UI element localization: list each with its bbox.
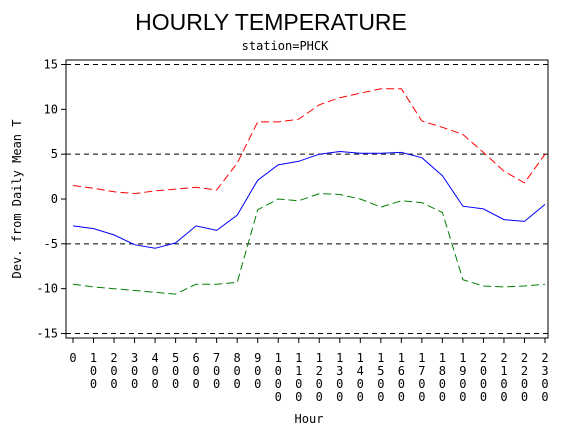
- y-axis-label: Dev. from Daily Mean T: [10, 120, 24, 279]
- series-line-1: [72, 88, 546, 195]
- y-tick-label: 5: [51, 147, 58, 161]
- series-line-3: [72, 193, 546, 295]
- x-axis-label: Hour: [295, 412, 324, 426]
- y-tick-label: 0: [51, 192, 58, 206]
- reference-lines: [66, 63, 548, 335]
- y-tick-label: 10: [44, 102, 58, 116]
- y-tick-label: 15: [44, 57, 58, 71]
- series-line-2: [72, 150, 546, 249]
- x-tick-label: 0: [69, 351, 76, 365]
- y-tick-label: -5: [44, 237, 58, 251]
- chart-title: HOURLY TEMPERATURE: [135, 9, 407, 35]
- y-tick-label: -10: [36, 282, 58, 296]
- chart-subtitle: station=PHCK: [242, 39, 329, 53]
- series-layer: [72, 88, 546, 295]
- y-tick-label: -15: [36, 327, 58, 341]
- plot-frame: [65, 59, 549, 339]
- x-axis: 0 1 0 0 2 0 0 3 0 0 4 0 0 5 0 0 6 0 0 7 0 0 8 0 0 9 0 0 1 0 0 0 1 1 0 0 1 2 0 0…: [69, 338, 549, 404]
- y-axis: -15 -10 -5 0 5 10 15: [36, 57, 66, 341]
